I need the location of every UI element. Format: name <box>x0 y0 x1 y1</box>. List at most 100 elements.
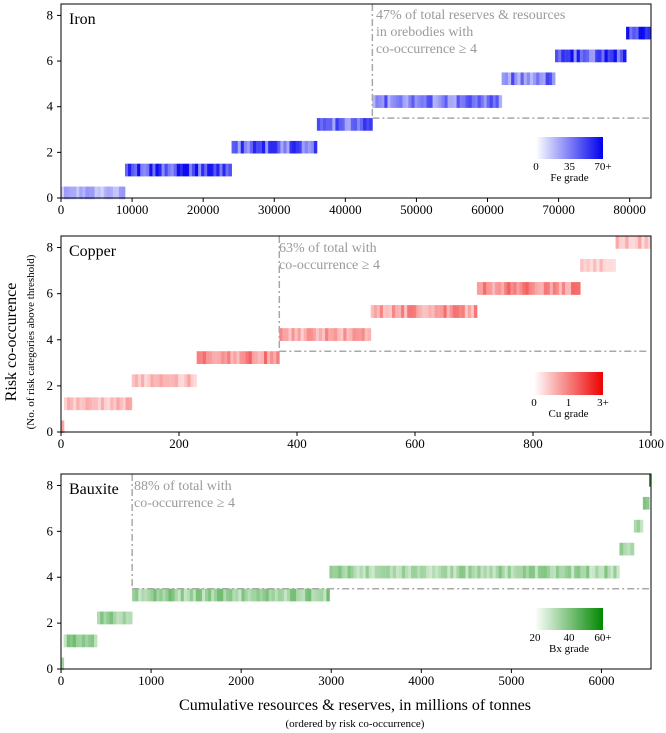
step-stripe <box>391 305 396 318</box>
step-stripe <box>315 328 320 341</box>
x-tick-label: 80000 <box>613 202 646 217</box>
step-stripe <box>592 565 596 579</box>
step-stripe <box>390 95 394 108</box>
x-tick-label: 400 <box>287 436 307 451</box>
step-stripe <box>308 588 312 602</box>
step-stripe <box>635 26 639 40</box>
step-stripe <box>464 305 469 318</box>
step-level-2 <box>97 611 133 625</box>
step-stripe <box>131 163 135 177</box>
step-stripe <box>253 588 257 602</box>
step-stripe <box>548 72 553 86</box>
x-tick-label: 5000 <box>498 673 524 688</box>
step-stripe <box>483 95 488 108</box>
step-stripe <box>625 236 629 249</box>
step-stripe <box>162 374 167 388</box>
step-stripe <box>353 565 358 579</box>
step-stripe <box>461 305 466 318</box>
step-stripe <box>480 565 484 579</box>
threshold-annotation: co-occurrence ≥ 4 <box>134 496 235 511</box>
step-stripe <box>304 140 309 154</box>
step-stripe <box>94 634 98 648</box>
step-stripe <box>326 118 330 131</box>
step-stripe <box>405 95 409 108</box>
step-stripe <box>471 95 476 108</box>
step-stripe <box>583 565 587 579</box>
step-stripe <box>492 282 496 295</box>
step-stripe <box>255 140 260 154</box>
step-stripe <box>134 163 138 177</box>
step-stripe <box>428 305 432 318</box>
step-stripe <box>514 72 518 86</box>
step-stripe <box>218 351 222 364</box>
step-stripe <box>297 328 302 341</box>
step-stripe <box>174 588 179 602</box>
step-stripe <box>604 49 608 63</box>
step-stripe <box>638 236 642 249</box>
step-stripe <box>138 588 142 602</box>
step-stripe <box>441 565 445 579</box>
step-stripe <box>633 519 638 533</box>
step-stripe <box>446 305 451 318</box>
step-level-7 <box>642 496 650 510</box>
axes-frame <box>60 235 652 433</box>
step-level-2 <box>131 374 198 388</box>
step-stripe <box>582 49 587 63</box>
step-stripe <box>325 328 329 341</box>
step-stripe <box>540 282 545 295</box>
step-stripe <box>388 305 393 318</box>
step-stripe <box>644 236 649 249</box>
step-stripe <box>283 140 287 154</box>
step-stripe <box>85 397 90 411</box>
step-stripe <box>233 351 237 364</box>
step-stripe <box>82 186 86 200</box>
step-stripe <box>273 351 277 364</box>
step-stripe <box>559 565 563 579</box>
colorbar-tick-label: 0 <box>533 161 539 173</box>
step-stripe <box>62 657 65 671</box>
step-stripe <box>593 259 597 272</box>
step-stripe <box>483 565 487 579</box>
y-tick-label: 2 <box>47 144 54 159</box>
step-stripe <box>337 328 341 341</box>
step-stripe <box>411 95 415 108</box>
step-stripe <box>583 259 588 272</box>
step-stripe <box>453 95 457 108</box>
step-stripe <box>479 282 484 295</box>
step-stripe <box>605 259 610 272</box>
step-stripe <box>204 163 208 177</box>
step-stripe <box>73 186 77 200</box>
step-stripe <box>198 163 202 177</box>
step-stripe <box>373 305 378 318</box>
step-stripe <box>647 26 652 40</box>
step-stripe <box>417 95 421 108</box>
y-tick-label: 6 <box>47 523 54 538</box>
step-stripe <box>366 118 370 131</box>
step-stripe <box>426 95 430 108</box>
step-stripe <box>647 236 652 249</box>
step-stripe <box>619 542 624 556</box>
step-stripe <box>349 328 353 341</box>
step-stripe <box>561 282 566 295</box>
step-stripe <box>510 565 515 579</box>
step-stripe <box>564 49 568 63</box>
step-stripe <box>247 588 251 602</box>
step-stripe <box>100 397 105 411</box>
step-stripe <box>249 140 254 154</box>
step-stripe <box>195 163 199 177</box>
step-stripe <box>175 374 179 388</box>
step-stripe <box>236 351 240 364</box>
step-stripe <box>592 49 596 63</box>
x-tick-label: 30000 <box>258 202 291 217</box>
step-stripe <box>536 72 540 86</box>
step-stripe <box>510 282 514 295</box>
step-stripe <box>186 588 191 602</box>
step-stripe <box>171 588 176 602</box>
step-stripe <box>543 565 548 579</box>
step-stripe <box>238 588 242 602</box>
step-stripe <box>495 282 499 295</box>
step-stripe <box>187 374 191 388</box>
step-stripe <box>107 397 111 411</box>
step-stripe <box>622 236 626 249</box>
step-stripe <box>387 95 391 108</box>
